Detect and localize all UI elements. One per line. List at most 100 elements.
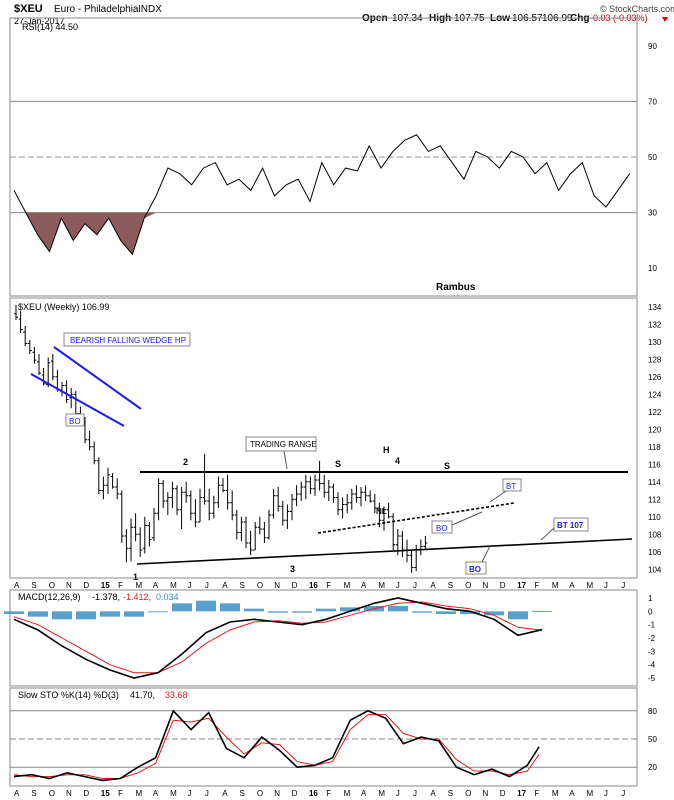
neckline-label: NL — [376, 507, 387, 516]
point-2-label: 2 — [183, 457, 188, 467]
bt107-label: BT 107 — [557, 521, 584, 530]
rsi-tick-label: 50 — [648, 153, 657, 162]
sto-label: Slow STO %K(14) %D(3) — [18, 690, 119, 700]
x-axis-tick-label: F — [535, 581, 540, 590]
rsi-line — [13, 134, 631, 256]
x-axis-tick-label: A — [153, 581, 159, 590]
macd-histogram-bar — [412, 611, 432, 613]
x-axis-tick-label: F — [326, 789, 331, 798]
x-axis-tick-label: F — [326, 581, 331, 590]
x-axis-tick-label: A — [569, 581, 575, 590]
x-axis-bottom: A S O N D 15 F M A M J J A S O N D 16 F M A M J J A S O N D 17 F M A M J J — [14, 789, 625, 798]
price-panel: $XEU (Weekly) 106.99 1041061081101121141… — [9, 297, 662, 582]
x-axis-tick-label: A — [569, 789, 575, 798]
sto-tick-label: 20 — [648, 763, 657, 772]
macd-y-axis: 1 0 -1 -2 -3 -4 -5 — [648, 594, 656, 683]
rsi-tick-label: 70 — [648, 97, 657, 106]
trading-range-label: TRADING RANGE — [250, 440, 317, 449]
price-bars — [14, 305, 428, 573]
rsi-gridlines — [10, 100, 637, 214]
x-axis-tick-label: J — [188, 581, 192, 590]
macd-histogram-bar — [100, 611, 120, 617]
x-axis-tick-label: M — [378, 581, 385, 590]
left-shoulder-label: S — [335, 459, 341, 469]
x-axis-tick-label: M — [344, 581, 351, 590]
price-tick-label: 118 — [648, 443, 661, 452]
x-axis-tick-label: A — [14, 581, 20, 590]
macd-histogram-bar — [460, 611, 480, 614]
x-axis-tick-label: J — [205, 789, 209, 798]
x-axis-tick-label: J — [621, 789, 625, 798]
macd-histogram-bar — [340, 607, 360, 612]
header-date: 27-Jan-2017 — [14, 16, 65, 26]
macd-histogram-bar — [436, 611, 456, 614]
macd-histogram-bar — [484, 611, 504, 616]
x-axis-tick-label: D — [292, 789, 298, 798]
x-axis-tick-label: A — [222, 789, 228, 798]
x-axis-tick-label: J — [396, 789, 400, 798]
macd-histogram-bar — [316, 608, 336, 612]
point-3-label: 3 — [290, 564, 295, 574]
wedge-lower-line — [30, 373, 125, 427]
macd-histogram-bar — [52, 611, 72, 620]
down-arrow-icon — [662, 17, 668, 22]
price-y-axis: 104 106 108 110 112 114 116 118 120 122 124 126 128 1… — [648, 303, 662, 575]
x-axis-tick-label: D — [83, 581, 89, 590]
x-axis-tick-label: M — [587, 581, 594, 590]
rsi-tick-label: 10 — [648, 264, 657, 273]
x-axis-tick-label: O — [465, 581, 471, 590]
price-tick-label: 128 — [648, 355, 662, 364]
rsi-label: RSI(14) 44.50 — [22, 22, 78, 32]
x-axis-tick-label: 16 — [309, 789, 318, 798]
header-name: Euro - Philadelphia — [54, 4, 139, 15]
bo2-box — [431, 520, 453, 534]
x-axis-tick-label: O — [49, 581, 55, 590]
x-axis-tick-label: M — [170, 581, 177, 590]
x-axis-tick-label: M — [170, 789, 177, 798]
x-axis-tick-label: S — [240, 789, 245, 798]
macd-tick-label: -5 — [648, 674, 656, 683]
x-axis-tick-label: S — [448, 789, 453, 798]
x-axis-tick-label: F — [118, 581, 123, 590]
point-1-label: 1 — [133, 572, 138, 582]
right-shoulder-label: S — [444, 461, 450, 471]
source-credit: © StockCharts.com — [600, 4, 674, 14]
macd-tick-label: -4 — [648, 661, 656, 670]
x-axis-tick-label: J — [604, 581, 608, 590]
head-label: H — [383, 445, 390, 455]
price-tick-label: 122 — [648, 408, 662, 417]
x-axis-tick-label: O — [257, 789, 263, 798]
bo1-label: BO — [69, 417, 81, 426]
sto-d-value: 33.68 — [165, 690, 188, 700]
header-exchange: INDX — [138, 4, 162, 15]
x-axis-tick-label: J — [413, 789, 417, 798]
macd-histogram-bar — [268, 611, 288, 613]
price-tick-label: 124 — [648, 390, 662, 399]
bo3-pointer — [481, 545, 491, 563]
sto-y-axis: 20 50 80 — [10, 707, 657, 772]
price-tick-label: 130 — [648, 338, 662, 347]
macd-histogram-bar — [292, 611, 312, 613]
x-axis-tick-label: M — [378, 789, 385, 798]
macd-histogram-bar — [244, 608, 264, 612]
x-axis-tick-label: A — [14, 789, 20, 798]
wedge-label: BEARISH FALLING WEDGE HP — [70, 336, 186, 345]
price-tick-label: 132 — [648, 320, 662, 329]
price-tick-label: 116 — [648, 460, 661, 469]
macd-histogram-bar — [532, 610, 552, 612]
sto-k-line — [13, 709, 540, 782]
bo3-box — [465, 561, 487, 575]
macd-tick-label: 0 — [648, 607, 653, 616]
macd-signal-line — [13, 601, 543, 674]
x-axis-tick-label: 15 — [101, 581, 110, 590]
trading-range-pointer — [283, 450, 288, 470]
price-tick-label: 120 — [648, 425, 662, 434]
price-tick-label: 106 — [648, 548, 662, 557]
x-axis-tick-label: 17 — [517, 581, 526, 590]
macd-line — [13, 597, 543, 679]
macd-histogram-bar — [388, 606, 408, 612]
wedge-upper-line — [53, 346, 142, 410]
x-axis-tick-label: A — [361, 789, 367, 798]
price-tick-label: 110 — [648, 513, 661, 522]
